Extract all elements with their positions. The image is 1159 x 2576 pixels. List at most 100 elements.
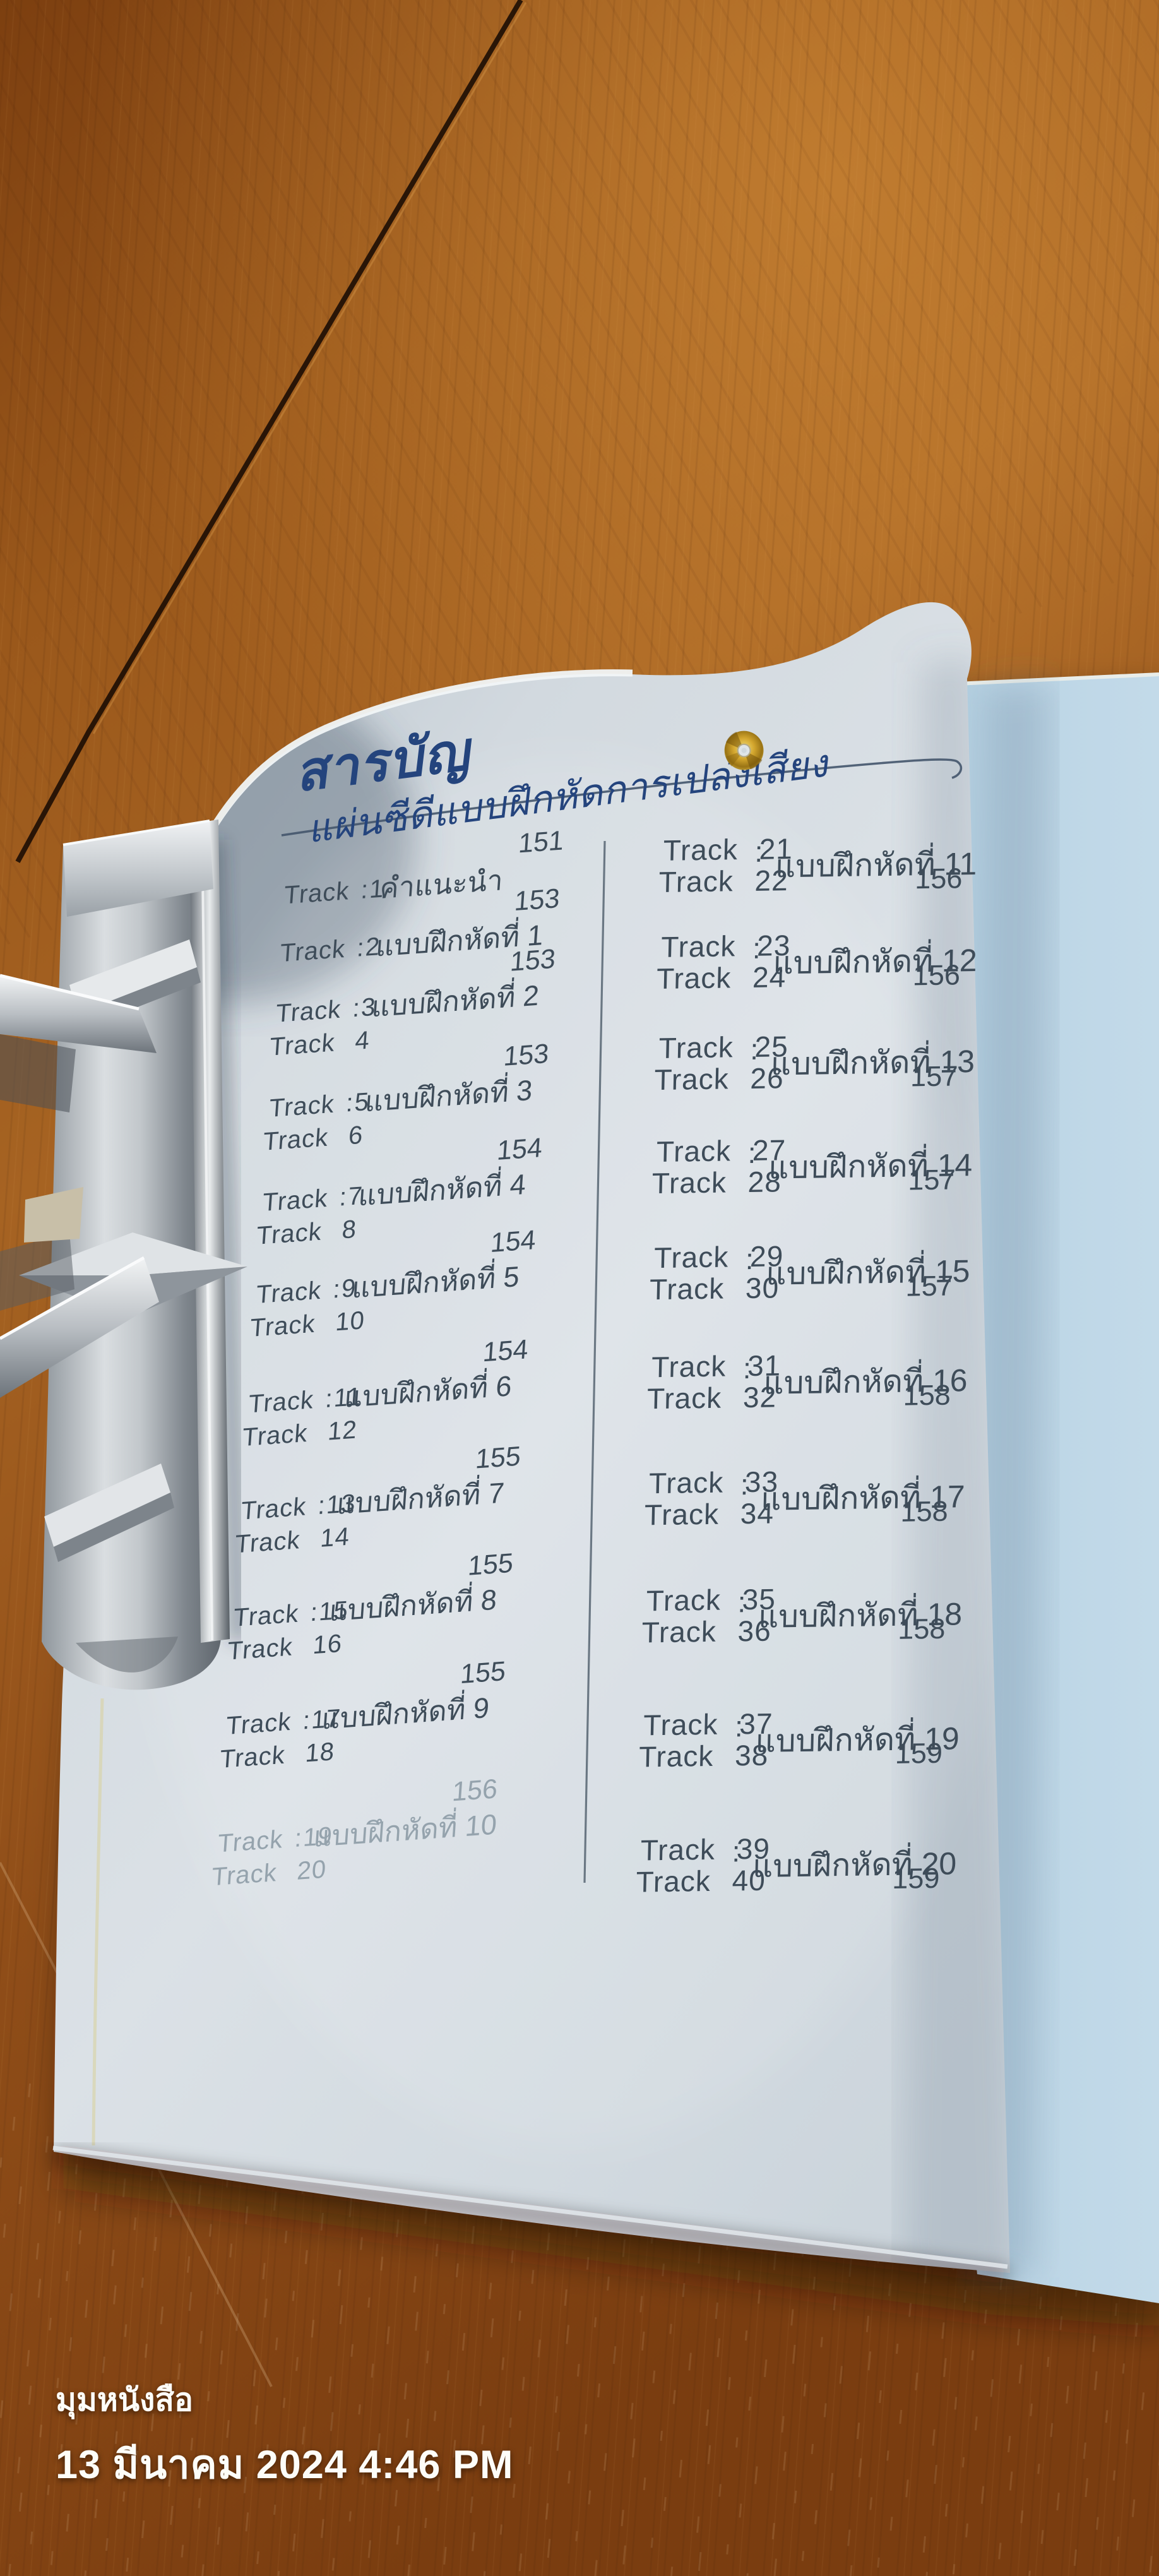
toc-entry: Track 21 Track 22: แบบฝึกหัดที่ 11 156: [658, 829, 992, 928]
clip-flange: [189, 820, 230, 1643]
track-line: Track 27: [656, 1133, 787, 1169]
toc-entry: Track 27 Track 28: แบบฝึกหัดที่ 14 157: [651, 1130, 985, 1229]
colon-separator: :: [734, 1710, 744, 1743]
page-number: 155: [467, 1547, 514, 1582]
track-line: Track 40: [636, 1863, 766, 1899]
exercise-label: คำแนะนำ: [378, 864, 504, 905]
page-number: 156: [914, 862, 963, 895]
colon-separator: :: [737, 1585, 746, 1619]
colon-separator: :: [745, 1242, 754, 1276]
page-number: 158: [897, 1612, 946, 1645]
track-line: Track 38: [638, 1738, 769, 1774]
cd-disc-icon: [724, 730, 764, 770]
page-number: 153: [509, 943, 557, 977]
track-line: Track 8: [255, 1215, 358, 1250]
toc-entry: Track 37 Track 38: แบบฝึกหัดที่ 19 159: [638, 1703, 972, 1803]
toc-entry: Track 29 Track 30: แบบฝึกหัดที่ 15 157: [649, 1236, 982, 1335]
track-line: Track 30: [649, 1271, 780, 1306]
page-number: 157: [910, 1059, 958, 1093]
track-line: Track 28: [651, 1165, 782, 1200]
page-number: 154: [489, 1224, 537, 1259]
colon-separator: :: [732, 1835, 741, 1868]
exercise-label: แบบฝึกหัดที่ 9: [320, 1691, 490, 1736]
page-number: 156: [912, 958, 961, 992]
track-line: Track 6: [262, 1121, 364, 1156]
pinched-paper-edge: [24, 1187, 83, 1243]
clip-upper-arm: [0, 975, 157, 1053]
page-number: 151: [517, 825, 565, 859]
track-line: Track 26: [653, 1061, 785, 1097]
track-line: Track 29: [653, 1239, 784, 1275]
toc-entry: Track 33 Track 34: แบบฝึกหัดที่ 17 158: [644, 1462, 977, 1561]
page-bottom-edge: [52, 2145, 1008, 2269]
page-header: สารบัญ แผ่นซีดีแบบฝึกหัดการเปล่งเสียง: [283, 623, 1046, 905]
title-underline: [281, 758, 963, 837]
track-line: Track 36: [641, 1614, 772, 1649]
camera-watermark: มุมหนังสือ 13 มีนาคม 2024 4:46 PM: [56, 2375, 513, 2496]
clip-lower-arm: [0, 1258, 159, 1398]
colon-separator: :: [740, 1468, 749, 1501]
wood-grain-top: [0, 0, 1159, 947]
track-line: Track 4: [268, 1026, 371, 1061]
colon-separator: :: [742, 1351, 752, 1385]
exercise-label: แบบฝึกหัดที่ 7: [335, 1476, 506, 1521]
toc-entry: Track 35 Track 36: แบบฝึกหัดที่ 18 158: [641, 1579, 975, 1678]
watermark-timestamp: 13 มีนาคม 2024 4:46 PM: [56, 2443, 514, 2487]
exercise-label: แบบฝึกหัดที่ 10: [312, 1808, 498, 1854]
page-number: 155: [474, 1441, 522, 1475]
page-number: 154: [496, 1132, 544, 1167]
track-line: Track 14: [234, 1522, 351, 1559]
binder-clip: [0, 820, 248, 1690]
track-line: Track 23: [660, 929, 792, 963]
page-crease-line: [92, 1698, 104, 2146]
page-number: 159: [891, 1861, 941, 1895]
toc-entry: Track 19 Track 20: แบบฝึกหัดที่ 10 156: [210, 1774, 521, 1926]
track-line: Track 18: [218, 1738, 336, 1774]
track-line: Track 34: [644, 1496, 775, 1532]
page-number: 158: [903, 1378, 951, 1412]
track-line: Track 37: [643, 1707, 774, 1742]
clip-lower-ridge: [44, 1464, 170, 1547]
table-groove-line: [15, 0, 523, 863]
track-line: Track 24: [656, 960, 787, 996]
page-number: 153: [502, 1038, 550, 1073]
track-line: Track 20: [210, 1855, 328, 1892]
clip-upper-ridge: [69, 939, 197, 1014]
track-line: Track 22: [658, 864, 789, 898]
track-line: Track 25: [658, 1030, 789, 1064]
track-line: Track 21: [663, 832, 793, 867]
page-number: 154: [482, 1334, 530, 1368]
track-line: Track 32: [646, 1380, 777, 1416]
colon-separator: :: [754, 835, 763, 868]
page-number: 155: [459, 1655, 507, 1690]
exercise-label: แบบฝึกหัดที่ 8: [328, 1583, 498, 1628]
toc-entry: Track 31 Track 32: แบบฝึกหัดที่ 16 158: [646, 1345, 980, 1445]
exercise-label: แบบฝึกหัดที่ 6: [343, 1369, 513, 1414]
track-line: Track 35: [646, 1582, 776, 1618]
track-line: Track 12: [241, 1416, 359, 1452]
track-line: Track 33: [648, 1465, 779, 1500]
colon-separator: :: [747, 1136, 757, 1170]
white-page: [52, 602, 1010, 2279]
groove-highlight: [92, 2, 527, 734]
page-number: 158: [900, 1494, 949, 1528]
column-divider-line: [583, 840, 606, 1883]
toc-entry: Track 25 Track 26: แบบฝึกหัดที่ 13 157: [653, 1027, 987, 1126]
track-line: Track 31: [651, 1349, 782, 1384]
page-number: 156: [451, 1774, 499, 1808]
page-number: 157: [908, 1163, 956, 1196]
track-line: Track 39: [640, 1832, 771, 1867]
clip-diamond-bump: [19, 1232, 247, 1275]
toc-entry: Track 39 Track 40: แบบฝึกหัดที่ 20 159: [636, 1828, 969, 1928]
watermark-app-name: มุมหนังสือ: [56, 2382, 194, 2418]
track-line: Track 1: [283, 874, 386, 910]
toc-entry: Track 23 Track 24: แบบฝึกหัดที่ 12 156: [656, 926, 989, 1025]
colon-separator: :: [749, 1032, 759, 1066]
page-number: 153: [513, 883, 561, 917]
track-line: Track 10: [249, 1306, 366, 1343]
colon-separator: :: [752, 931, 761, 965]
page-bottom-contact-shadow: [53, 2149, 1009, 2279]
page-number: 159: [895, 1736, 943, 1770]
